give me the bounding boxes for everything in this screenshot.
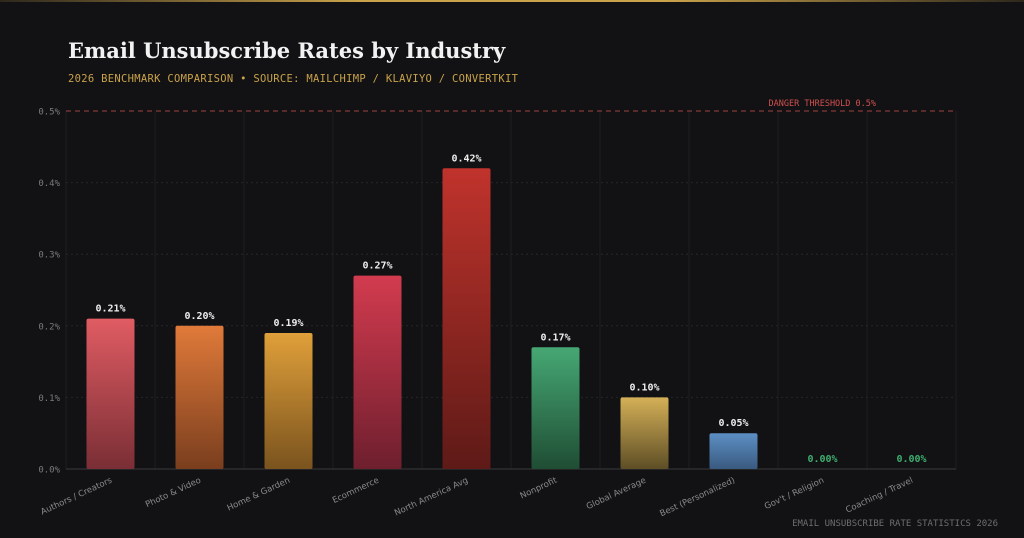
danger-threshold-label: DANGER THRESHOLD 0.5%	[769, 99, 876, 109]
footer-caption: EMAIL UNSUBSCRIBE RATE STATISTICS 2026	[792, 519, 998, 529]
chart-subtitle: 2026 BENCHMARK COMPARISON • SOURCE: MAIL…	[68, 73, 519, 85]
x-category-label: Photo & Video	[144, 476, 203, 510]
bar	[353, 275, 402, 469]
bar	[620, 397, 669, 469]
chart-title: Email Unsubscribe Rates by Industry	[68, 38, 506, 63]
bar	[709, 433, 758, 469]
y-tick-label: 0.2%	[38, 322, 60, 332]
bar	[531, 347, 580, 469]
y-tick-label: 0.1%	[38, 394, 60, 404]
bar-value-label: 0.10%	[629, 382, 659, 393]
y-tick-label: 0.3%	[38, 251, 60, 261]
bar	[442, 168, 491, 469]
bar-value-label: 0.20%	[184, 311, 214, 322]
bar-value-label: 0.42%	[451, 153, 481, 164]
x-category-label: Ecommerce	[331, 476, 381, 506]
bar-value-label: 0.00%	[896, 454, 926, 465]
bar-value-label: 0.00%	[807, 454, 837, 465]
y-tick-label: 0.0%	[38, 466, 60, 476]
x-category-label: Gov't / Religion	[763, 476, 826, 512]
bar-value-label: 0.21%	[95, 304, 125, 315]
y-tick-label: 0.4%	[38, 179, 60, 189]
x-category-label: Global Average	[585, 476, 648, 512]
x-category-label: Home & Garden	[226, 476, 292, 514]
x-category-label: Best (Personalized)	[658, 476, 736, 520]
bar	[175, 325, 224, 469]
bar-value-label: 0.27%	[362, 261, 392, 272]
bar	[264, 332, 313, 469]
x-category-label: Authors / Creators	[39, 475, 114, 517]
bar-value-label: 0.17%	[540, 332, 570, 343]
bar	[86, 318, 135, 469]
x-category-label: North America Avg	[393, 476, 470, 519]
top-accent-rule	[0, 0, 1024, 2]
x-category-label: Coaching / Travel	[844, 476, 914, 516]
y-tick-label: 0.5%	[38, 108, 60, 118]
bar-value-label: 0.19%	[273, 318, 303, 329]
x-category-label: Nonprofit	[519, 475, 560, 501]
bar-value-label: 0.05%	[718, 418, 748, 429]
